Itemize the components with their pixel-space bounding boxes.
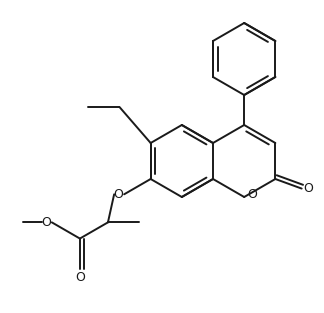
Text: O: O (75, 271, 85, 284)
Text: O: O (113, 188, 123, 201)
Text: O: O (304, 182, 314, 195)
Text: O: O (247, 188, 257, 202)
Text: O: O (41, 216, 51, 229)
